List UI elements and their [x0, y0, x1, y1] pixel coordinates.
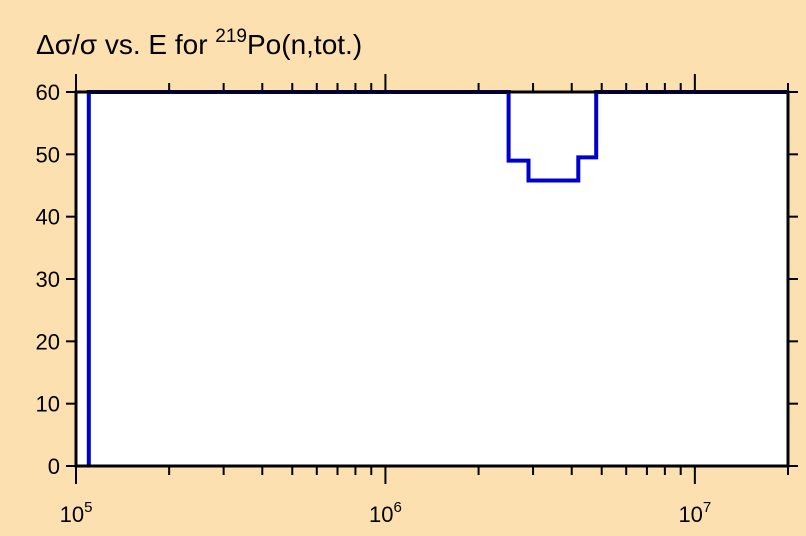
x-tick-label: 106 — [369, 499, 402, 527]
x-tick-label-base: 10 — [678, 502, 702, 527]
y-tick-label: 50 — [36, 142, 60, 167]
y-tick-label: 0 — [48, 454, 60, 479]
y-tick-label: 20 — [36, 329, 60, 354]
chart-title-superscript: 219 — [215, 26, 247, 47]
chart-title: Δσ/σ vs. E for 219Po(n,tot.) — [36, 26, 362, 60]
x-tick-label-exponent: 6 — [393, 499, 401, 516]
x-tick-label-base: 10 — [369, 502, 393, 527]
y-tick-label: 40 — [36, 205, 60, 230]
x-tick-label-base: 10 — [60, 502, 84, 527]
plot-area — [76, 92, 788, 466]
y-tick-label: 60 — [36, 80, 60, 105]
y-tick-label: 30 — [36, 267, 60, 292]
y-tick-label: 10 — [36, 392, 60, 417]
chart-title-suffix: Po(n,tot.) — [247, 29, 362, 60]
x-tick-label: 107 — [678, 499, 711, 527]
x-tick-label: 105 — [60, 499, 93, 527]
x-tick-label-exponent: 5 — [84, 499, 92, 516]
plot-frame — [74, 90, 790, 468]
x-tick-label-exponent: 7 — [703, 499, 711, 516]
chart-title-prefix: Δσ/σ vs. E for — [36, 29, 215, 60]
